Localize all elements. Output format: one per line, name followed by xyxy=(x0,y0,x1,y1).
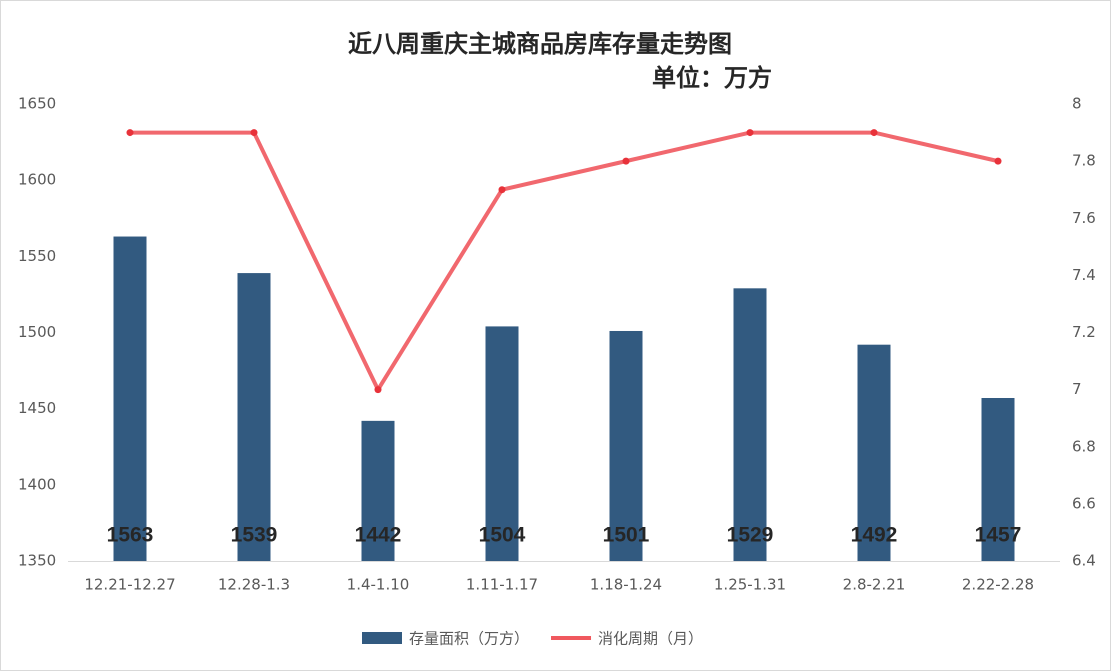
line-point xyxy=(250,129,258,137)
x-tick-label: 12.28-1.3 xyxy=(218,576,290,594)
y-tick-label: 1500 xyxy=(18,323,56,341)
bar xyxy=(361,420,395,561)
bar xyxy=(485,326,519,561)
x-tick-label: 1.4-1.10 xyxy=(347,576,410,594)
y-tick-label: 1600 xyxy=(18,171,56,189)
y-tick-label: 1550 xyxy=(18,247,56,265)
y2-tick-label: 6.4 xyxy=(1072,552,1096,570)
value-label: 1492 xyxy=(851,524,898,547)
line-point xyxy=(746,129,754,137)
y2-tick-label: 8 xyxy=(1072,95,1082,113)
chart-subtitle: 单位：万方 xyxy=(652,64,772,92)
x-tick-label: 1.11-1.17 xyxy=(466,576,538,594)
bar xyxy=(113,236,147,561)
y2-tick-label: 6.6 xyxy=(1072,494,1096,512)
value-label: 1457 xyxy=(975,524,1022,547)
value-label: 1529 xyxy=(727,524,774,547)
x-tick-label: 2.22-2.28 xyxy=(962,576,1034,594)
y2-tick-label: 7.8 xyxy=(1072,152,1096,170)
bar xyxy=(609,330,643,561)
line-point xyxy=(374,386,382,394)
bar xyxy=(857,344,891,561)
x-tick-label: 1.25-1.31 xyxy=(714,576,786,594)
line-point xyxy=(126,129,134,137)
legend-label: 消化周期（月） xyxy=(598,630,703,648)
y2-tick-label: 7.2 xyxy=(1072,323,1096,341)
line-point xyxy=(622,157,630,165)
y-tick-label: 1450 xyxy=(18,399,56,417)
value-label: 1539 xyxy=(231,524,278,547)
y2-tick-label: 7.6 xyxy=(1072,209,1096,227)
x-tick-label: 2.8-2.21 xyxy=(843,576,906,594)
y-tick-label: 1650 xyxy=(18,95,56,113)
chart-title: 近八周重庆主城商品房库存量走势图 xyxy=(348,30,732,58)
value-label: 1504 xyxy=(479,524,526,547)
legend-label: 存量面积（万方） xyxy=(409,630,529,648)
bar xyxy=(733,288,767,561)
y-tick-label: 1400 xyxy=(18,475,56,493)
line-point xyxy=(994,157,1002,165)
x-tick-label: 1.18-1.24 xyxy=(590,576,662,594)
value-label: 1563 xyxy=(107,524,154,547)
y2-tick-label: 7.4 xyxy=(1072,266,1096,284)
value-label: 1501 xyxy=(603,524,650,547)
y2-tick-label: 7 xyxy=(1072,380,1082,398)
x-tick-label: 12.21-12.27 xyxy=(84,576,175,594)
line-point xyxy=(498,186,506,194)
bar xyxy=(237,273,271,561)
legend-swatch xyxy=(362,632,402,644)
y2-tick-label: 6.8 xyxy=(1072,437,1096,455)
y-tick-label: 1350 xyxy=(18,552,56,570)
bar xyxy=(981,398,1015,561)
line xyxy=(130,130,999,392)
line-point xyxy=(870,129,878,137)
value-label: 1442 xyxy=(355,524,402,547)
